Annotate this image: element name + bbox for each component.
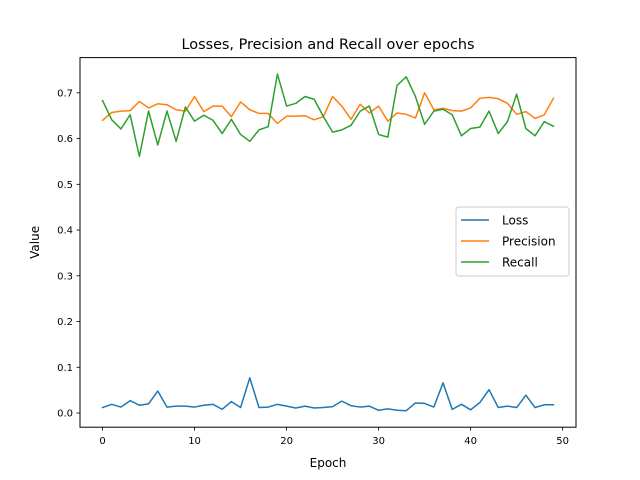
x-tick-layer: 0 10 20 30 40 50 — [99, 427, 569, 447]
series-line-recall — [101, 73, 555, 158]
y-tick-layer: 0.0 0.1 0.2 0.3 0.4 0.5 0.6 0.7 — [57, 88, 80, 420]
x-tick-label: 40 — [464, 436, 477, 447]
y-tick-label: 0.7 — [57, 88, 73, 99]
x-tick-label: 50 — [556, 436, 569, 447]
y-tick-label: 0.0 — [57, 409, 73, 420]
series-recall — [101, 73, 555, 158]
y-axis-label: Value — [28, 226, 42, 259]
plot-layer — [101, 73, 555, 412]
series-line-precision — [101, 92, 555, 125]
x-tick-label: 20 — [280, 436, 293, 447]
y-tick-label: 0.4 — [57, 226, 73, 237]
legend: Loss Precision Recall — [455, 206, 570, 277]
y-tick-label: 0.1 — [57, 363, 73, 374]
legend-label-loss: Loss — [502, 214, 528, 228]
x-axis-label: Epoch — [310, 456, 347, 470]
y-tick-label: 0.5 — [57, 180, 73, 191]
legend-label-precision: Precision — [502, 235, 556, 249]
x-tick-label: 10 — [188, 436, 201, 447]
axes-frame — [79, 57, 577, 428]
y-tick-label: 0.2 — [57, 317, 73, 328]
legend-box — [455, 206, 570, 277]
series-line-loss — [101, 377, 555, 412]
y-tick-label: 0.3 — [57, 271, 73, 282]
series-precision — [101, 92, 555, 125]
legend-label-recall: Recall — [502, 256, 538, 270]
chart-title: Losses, Precision and Recall over epochs — [182, 37, 475, 53]
y-tick-label: 0.6 — [57, 134, 73, 145]
x-tick-label: 0 — [99, 436, 105, 447]
x-tick-label: 30 — [372, 436, 385, 447]
series-loss — [101, 377, 555, 412]
legend-items: Loss Precision Recall — [461, 214, 556, 270]
